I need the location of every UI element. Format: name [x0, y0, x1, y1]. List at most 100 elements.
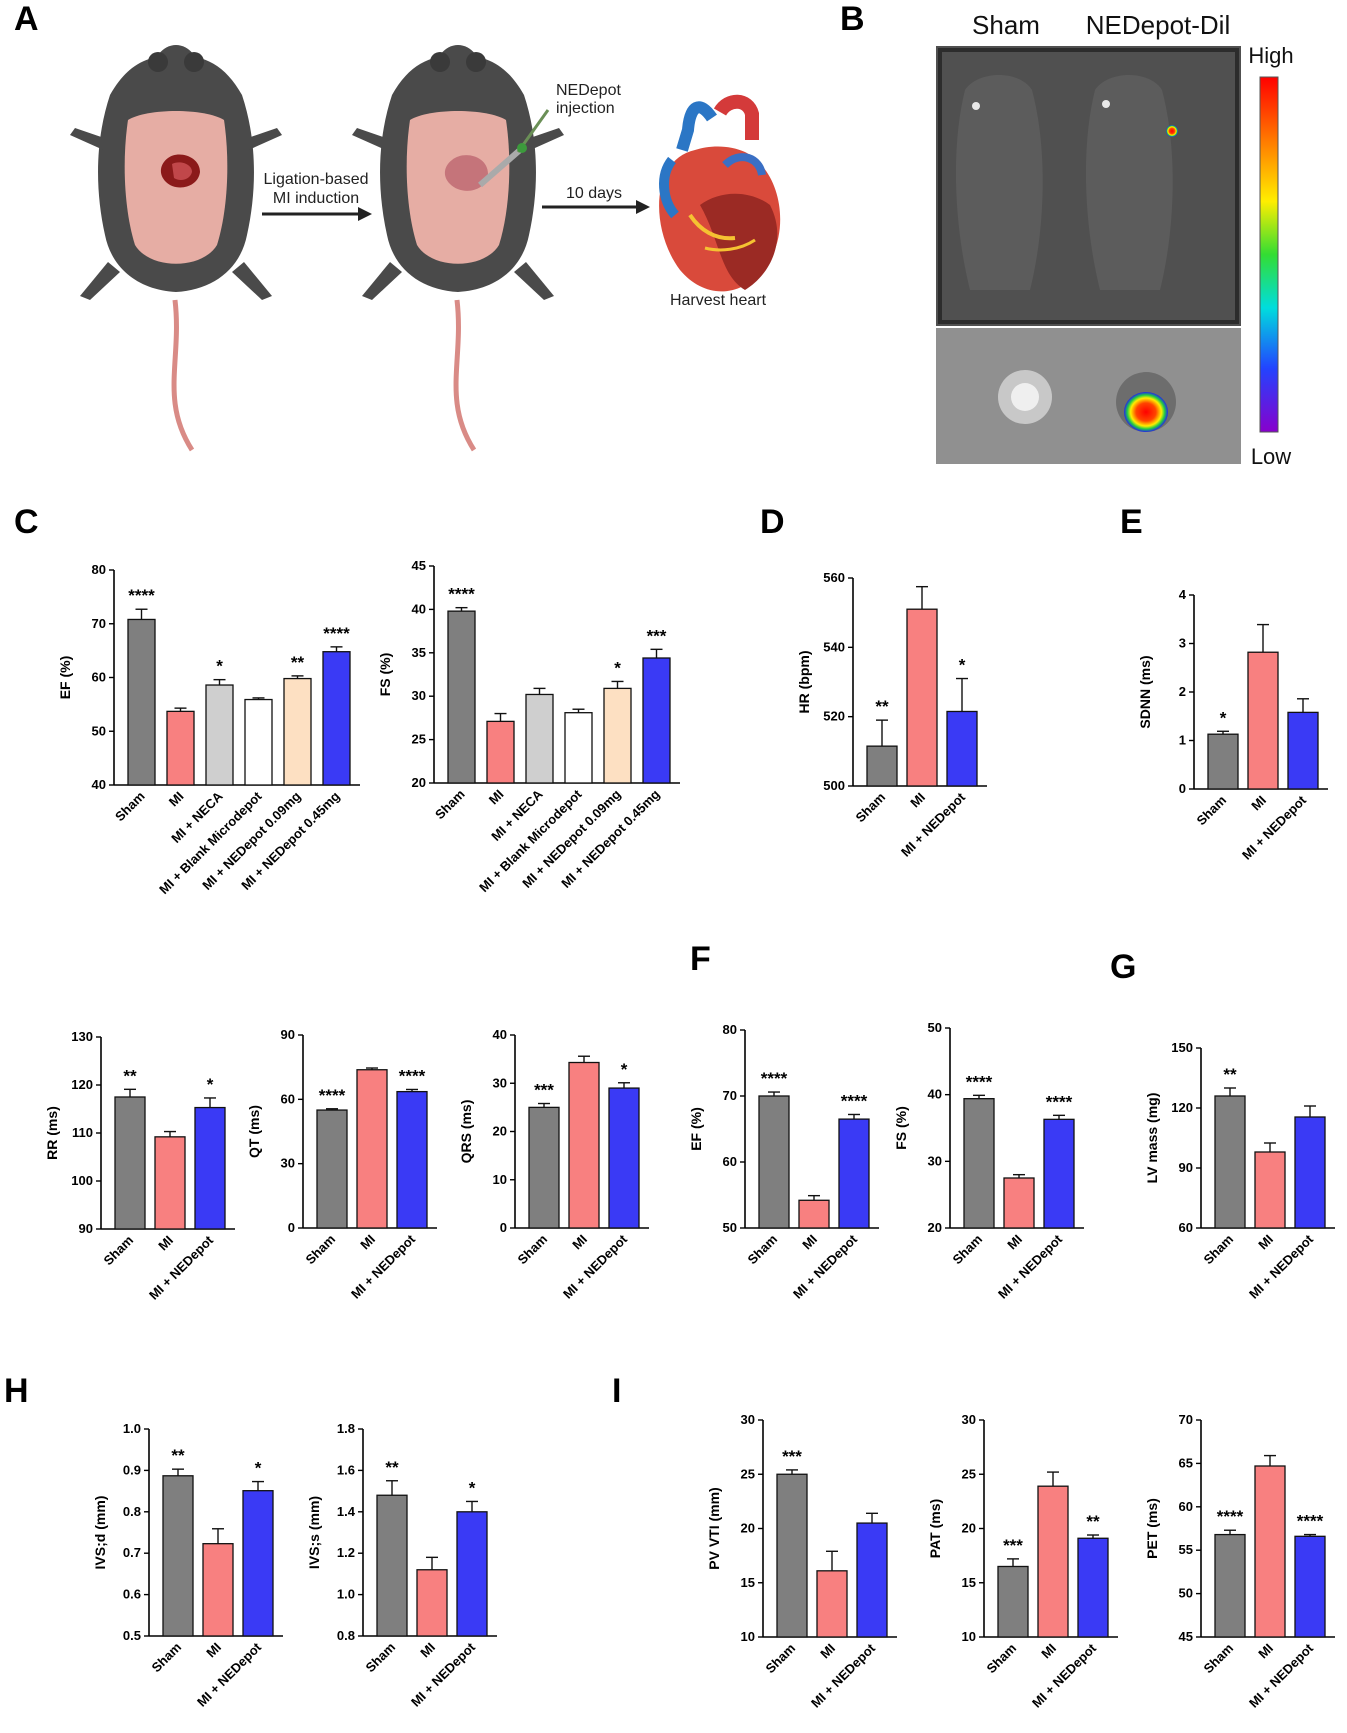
y-tick-label: 15	[741, 1575, 755, 1590]
panel-letter-f: F	[690, 940, 711, 978]
y-tick-label: 50	[92, 723, 106, 738]
heart-image	[936, 328, 1241, 464]
bar-mi-blank-microdepot	[564, 712, 593, 784]
y-tick-label: 70	[1179, 1412, 1193, 1427]
y-tick-label: 35	[412, 645, 426, 660]
panel-letter-c: C	[14, 503, 39, 541]
harvest-heart-label: Harvest heart	[670, 292, 767, 309]
y-axis-label: PV VTI (mm)	[706, 1487, 722, 1569]
significance-label: **	[1086, 1512, 1100, 1531]
significance-label: **	[123, 1066, 137, 1085]
y-tick-label: 540	[823, 639, 845, 654]
intensity-scale-bar	[1259, 76, 1279, 433]
category-label: Sham	[148, 1640, 184, 1676]
y-tick-label: 45	[1179, 1629, 1193, 1644]
category-label: Sham	[762, 1641, 798, 1677]
y-tick-label: 0	[288, 1220, 295, 1235]
y-tick-label: 30	[412, 688, 426, 703]
bar-sham	[1207, 733, 1239, 790]
bar-mi	[906, 608, 938, 787]
bar-sham	[1214, 1095, 1246, 1229]
y-tick-label: 25	[962, 1466, 976, 1481]
bar-mi-nedepot	[1294, 1116, 1326, 1229]
bar-sham	[162, 1475, 194, 1637]
bar-mi	[1254, 1465, 1286, 1638]
bar-mi	[416, 1569, 448, 1637]
y-tick-label: 40	[412, 601, 426, 616]
category-label: Sham	[432, 787, 468, 823]
y-tick-label: 1.0	[337, 1587, 355, 1602]
bar-mi-nedepot	[1077, 1537, 1109, 1638]
bar-mi	[798, 1199, 830, 1229]
category-label: Sham	[1193, 793, 1229, 829]
y-tick-label: 500	[823, 778, 845, 793]
bar-mi-nedepot-0-45mg	[642, 657, 671, 784]
y-tick-label: 1	[1179, 733, 1186, 748]
bar-mi-blank-microdepot	[244, 698, 273, 786]
category-label: MI	[1004, 1232, 1025, 1253]
significance-label: *	[614, 658, 621, 677]
y-tick-label: 100	[71, 1173, 93, 1188]
category-label: Sham	[302, 1232, 338, 1268]
bar-mi	[1037, 1485, 1069, 1638]
bar-sham	[776, 1473, 808, 1638]
significance-label: *	[207, 1075, 214, 1094]
y-tick-label: 60	[281, 1091, 295, 1106]
category-label: MI	[357, 1232, 378, 1253]
significance-label: ****	[319, 1086, 346, 1105]
y-axis-label: LV mass (mg)	[1144, 1093, 1160, 1184]
bar-sham	[963, 1098, 995, 1229]
category-label: Sham	[949, 1232, 985, 1268]
bar-mi-nedepot	[194, 1106, 226, 1230]
y-tick-label: 150	[1171, 1040, 1193, 1055]
bar-sham	[997, 1565, 1029, 1638]
y-tick-label: 20	[412, 775, 426, 790]
y-tick-label: 560	[823, 570, 845, 585]
y-tick-label: 120	[1171, 1100, 1193, 1115]
bar-sham	[866, 745, 898, 787]
y-tick-label: 70	[92, 616, 106, 631]
category-label: Sham	[1200, 1641, 1236, 1677]
y-tick-label: 90	[1179, 1160, 1193, 1175]
category-label: Sham	[100, 1233, 136, 1269]
category-label: MI	[799, 1232, 820, 1253]
category-label: MI	[1248, 793, 1269, 814]
category-label: MI	[486, 787, 507, 808]
significance-label: ****	[841, 1091, 868, 1110]
bar-mi	[356, 1069, 388, 1229]
y-tick-label: 50	[1179, 1586, 1193, 1601]
y-tick-label: 90	[79, 1221, 93, 1236]
mouse-illustration-2	[352, 45, 564, 452]
significance-label: ***	[647, 626, 667, 645]
bar-mi-nedepot	[456, 1511, 488, 1637]
y-tick-label: 0.7	[123, 1545, 141, 1560]
y-axis-label: IVS;d (mm)	[92, 1496, 108, 1570]
y-tick-label: 0.8	[123, 1504, 141, 1519]
panel-letter-i: I	[612, 1372, 621, 1410]
injection-label: injection	[556, 100, 615, 117]
y-tick-label: 20	[741, 1521, 755, 1536]
y-tick-label: 20	[962, 1521, 976, 1536]
bar-mi	[486, 720, 515, 784]
y-tick-label: 60	[1179, 1220, 1193, 1235]
skin-signal-spot	[1166, 125, 1178, 137]
y-tick-label: 90	[281, 1027, 295, 1042]
bar-sham	[316, 1109, 348, 1229]
y-tick-label: 0	[500, 1220, 507, 1235]
y-tick-label: 1.0	[123, 1421, 141, 1436]
y-tick-label: 1.8	[337, 1421, 355, 1436]
nedepot-injection-label: NEDepot	[556, 82, 621, 99]
bar-mi-neca	[205, 684, 234, 786]
y-tick-label: 20	[928, 1220, 942, 1235]
category-label: MI	[1255, 1641, 1276, 1662]
y-tick-label: 30	[741, 1412, 755, 1427]
significance-label: ****	[448, 585, 475, 604]
y-tick-label: 25	[412, 732, 426, 747]
